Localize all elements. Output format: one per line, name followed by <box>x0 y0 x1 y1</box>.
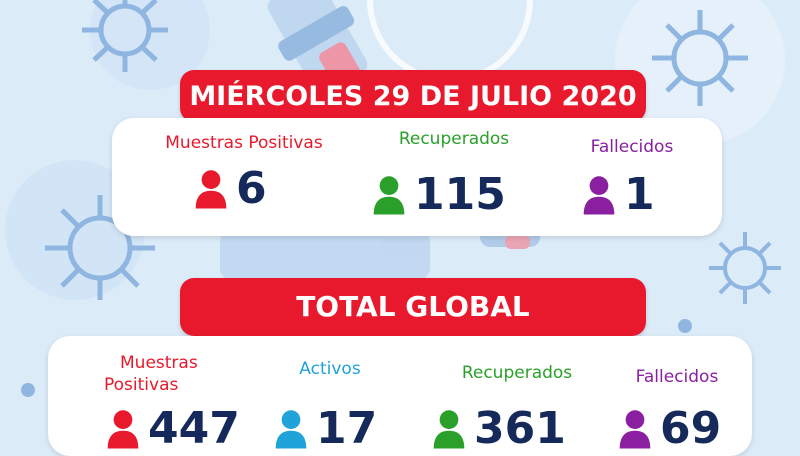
total-global-title: TOTAL GLOBAL <box>296 290 530 323</box>
daily-positivas-value-row: 6 <box>194 166 267 212</box>
daily-recuperados-value: 115 <box>414 169 506 220</box>
total-recuperados-value-row: 361 <box>432 406 566 452</box>
microscope-icon <box>220 225 540 280</box>
total-fallecidos-value: 69 <box>660 403 722 454</box>
daily-fallecidos-value: 1 <box>624 169 655 220</box>
daily-fallecidos-stat: Fallecidos <box>572 136 692 158</box>
total-activos-value-row: 17 <box>274 406 377 452</box>
total-recuperados-label: Recuperados <box>461 363 573 383</box>
total-positivas-value-row: 447 <box>106 406 240 452</box>
person-icon <box>618 406 652 452</box>
background-illustration <box>5 0 781 397</box>
daily-fallecidos-label: Fallecidos <box>590 137 674 157</box>
daily-date-title: MIÉRCOLES 29 DE JULIO 2020 <box>189 81 637 112</box>
person-icon <box>106 406 140 452</box>
total-positivas-value: 447 <box>148 403 240 454</box>
total-activos-stat: Activos <box>290 358 370 380</box>
daily-date-banner: MIÉRCOLES 29 DE JULIO 2020 <box>180 70 646 122</box>
daily-positivas-label: Muestras Positivas <box>165 133 323 153</box>
virus-icon <box>652 10 748 106</box>
person-icon <box>372 172 406 218</box>
daily-recuperados-label: Recuperados <box>398 129 510 149</box>
total-activos-label: Activos <box>299 359 361 379</box>
total-positivas-label-line1: Muestras <box>120 353 198 373</box>
virus-icon <box>709 232 781 304</box>
total-positivas-label-line2: Positivas <box>104 375 179 395</box>
total-stats-card: Muestras Positivas 447 Activos 17 Recupe… <box>48 336 752 456</box>
person-icon <box>194 166 228 212</box>
virus-icon <box>82 0 168 72</box>
daily-stats-card: Muestras Positivas 6 Recuperados 115 Fal… <box>112 118 722 236</box>
daily-positivas-value: 6 <box>236 163 267 214</box>
daily-recuperados-value-row: 115 <box>372 172 506 218</box>
daily-recuperados-stat: Recuperados <box>376 128 532 150</box>
total-global-banner: TOTAL GLOBAL <box>180 278 646 336</box>
person-icon <box>274 406 308 452</box>
daily-positivas-stat: Muestras Positivas <box>146 132 342 154</box>
total-recuperados-stat: Recuperados <box>452 362 582 384</box>
total-fallecidos-stat: Fallecidos <box>622 366 732 388</box>
total-fallecidos-value-row: 69 <box>618 406 721 452</box>
daily-fallecidos-value-row: 1 <box>582 172 655 218</box>
total-recuperados-value: 361 <box>474 403 566 454</box>
total-positivas-stat: Muestras Positivas <box>104 352 214 396</box>
total-fallecidos-label: Fallecidos <box>635 367 719 387</box>
person-icon <box>432 406 466 452</box>
total-activos-value: 17 <box>316 403 378 454</box>
person-icon <box>582 172 616 218</box>
